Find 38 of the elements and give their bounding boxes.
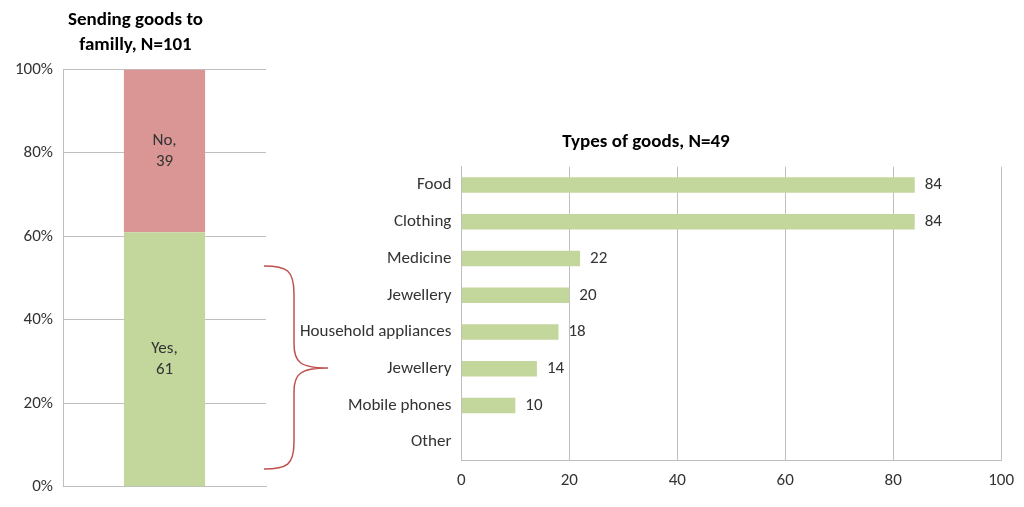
x-tick-label: 20: [560, 469, 579, 491]
y-tick-label: Jewellery: [387, 283, 452, 305]
chart-title: Types of goods, N=49: [562, 129, 731, 153]
bar: [461, 324, 559, 340]
y-tick-label: 20%: [23, 391, 53, 413]
data-label: 20: [579, 283, 597, 305]
y-tick-label: Mobile phones: [347, 393, 452, 415]
y-tick-label: 40%: [23, 308, 53, 330]
bar: [461, 214, 915, 230]
data-label: No, 39: [152, 128, 177, 171]
data-label: 10: [525, 393, 543, 415]
data-label: Yes, 61: [151, 336, 178, 379]
x-tick-label: 40: [668, 469, 687, 491]
x-tick-label: 0: [457, 469, 467, 491]
y-tick-label: Household appliances: [299, 320, 452, 342]
y-tick-label: 60%: [23, 224, 53, 246]
x-tick-label: 80: [884, 469, 903, 491]
data-label: 84: [924, 210, 943, 232]
chart-title: Sending goods to familly, N=101: [67, 7, 204, 55]
bar: [461, 397, 516, 414]
y-tick-label: Jewellery: [387, 357, 452, 379]
y-tick-label: 0%: [32, 475, 53, 497]
y-tick-label: Medicine: [387, 246, 452, 268]
x-tick-label: 60: [776, 469, 795, 491]
y-tick-label: Food: [416, 173, 452, 195]
data-label: 18: [568, 320, 586, 342]
y-tick-label: 80%: [23, 141, 53, 163]
x-tick-label: 100: [988, 469, 1015, 491]
bar: [461, 361, 537, 377]
data-label: 84: [924, 173, 943, 195]
y-tick-label: Clothing: [393, 210, 452, 232]
bar: [461, 177, 915, 193]
bar: [461, 250, 581, 267]
data-label: 14: [546, 357, 565, 379]
bar: [461, 287, 570, 303]
y-tick-label: Other: [411, 430, 452, 452]
y-tick-label: 100%: [14, 57, 53, 79]
data-label: 22: [590, 246, 608, 268]
